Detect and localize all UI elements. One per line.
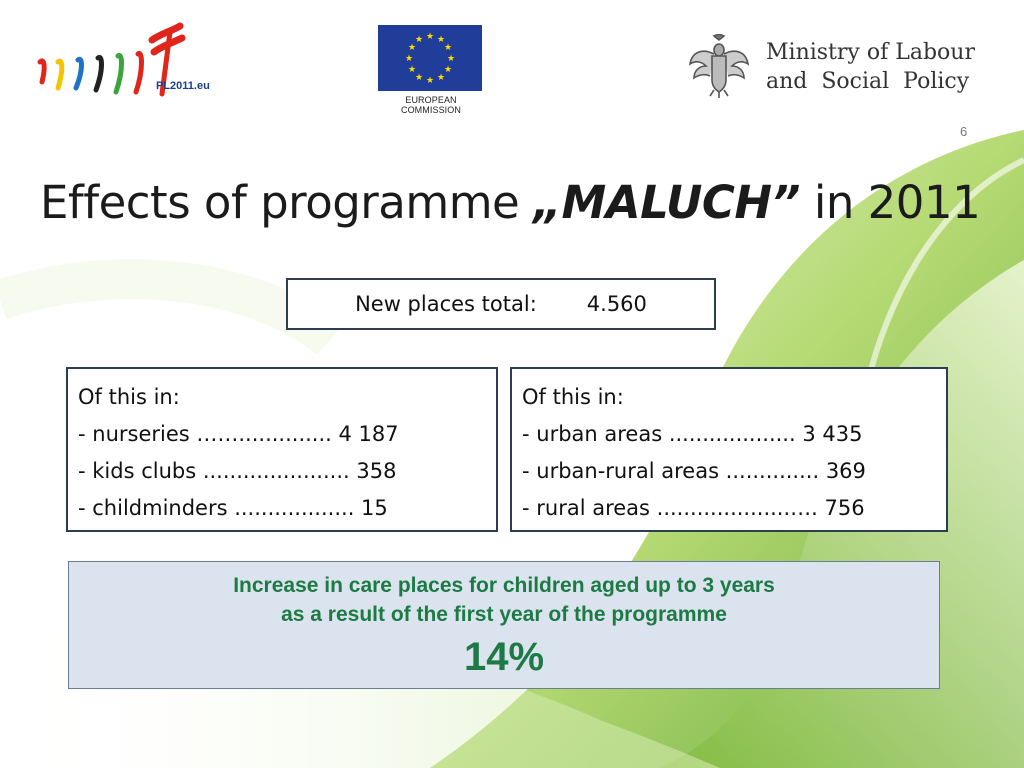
list-item: - rural areas ....................…. 756 [522,496,865,520]
title-prefix: Effects of programme [40,176,534,229]
polish-eagle-icon [688,34,750,98]
total-places-label: New places total: [355,292,537,316]
svg-text:★: ★ [437,73,445,83]
list-item: - urban areas ................... 3 435 [522,422,863,446]
list-item: - childminders .................. 15 [78,496,388,520]
svg-text:★: ★ [415,73,423,83]
by-institution-box: Of this in: - nurseries ……..............… [66,367,498,532]
svg-text:★: ★ [444,43,452,53]
total-places-box: New places total: 4.560 [286,278,716,330]
svg-text:★: ★ [426,32,434,42]
svg-text:★: ★ [408,43,416,53]
pl2011-logo [37,22,186,97]
ministry-line-2: and Social Policy [766,69,970,94]
title-suffix: in 2011 [800,176,981,229]
title-programme-name: „MALUCH” [533,176,801,229]
svg-text:★: ★ [444,65,452,75]
list-item: - kids clubs ...................... 358 [78,459,397,483]
svg-text:★: ★ [447,54,455,64]
svg-text:★: ★ [426,76,434,86]
svg-text:★: ★ [405,54,413,64]
svg-text:★: ★ [437,35,445,45]
pl2011-logo-text: PL2011.eu [156,80,210,92]
svg-text:★: ★ [415,35,423,45]
by-area-heading: Of this in: [522,385,624,409]
ministry-logo-text: Ministry of Labour and Social Policy [766,38,975,96]
eu-logo: ★ ★ ★ ★ ★ ★ ★ ★ ★ ★ ★ ★ EUROPEAN COMMISS… [378,25,484,115]
slide-title: Effects of programme „MALUCH” in 2011 [40,176,981,229]
svg-text:★: ★ [408,65,416,75]
eu-caption: EUROPEAN COMMISSION [400,95,461,115]
list-item: - urban-rural areas .............. 369 [522,459,866,483]
by-institution-heading: Of this in: [78,385,180,409]
by-area-box: Of this in: - urban areas ..............… [510,367,948,532]
summary-box: Increase in care places for children age… [68,561,940,689]
summary-percent: 14% [463,635,545,679]
eu-flag-icon: ★ ★ ★ ★ ★ ★ ★ ★ ★ ★ ★ ★ [378,25,482,91]
total-places-value: 4.560 [586,292,647,316]
list-item: - nurseries …….............. 4 187 [78,422,399,446]
summary-line-1: Increase in care places for children age… [233,574,775,597]
ministry-line-1: Ministry of Labour [766,40,975,65]
summary-line-2: as a result of the first year of the pro… [281,603,727,626]
page-number: 6 [960,124,968,139]
